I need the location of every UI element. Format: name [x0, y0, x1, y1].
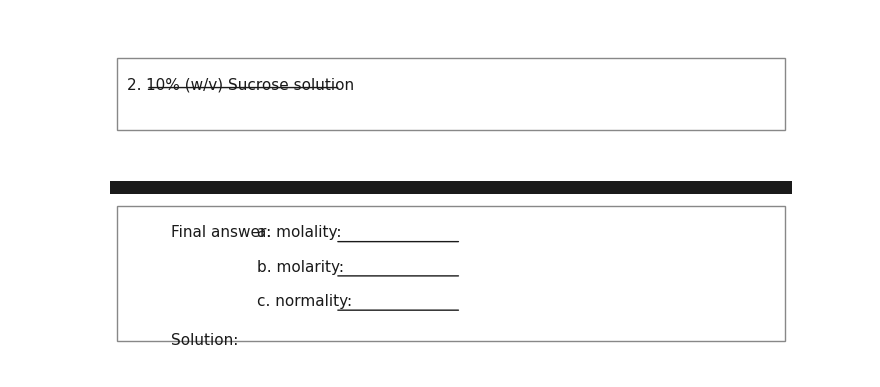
- Text: b. molarity:: b. molarity:: [257, 260, 343, 274]
- Text: Final answer:: Final answer:: [172, 225, 272, 240]
- Bar: [117, 58, 785, 130]
- Bar: [110, 180, 792, 194]
- Text: Solution:: Solution:: [172, 332, 238, 348]
- Text: c. normality:: c. normality:: [257, 294, 352, 309]
- Text: a. molality:: a. molality:: [257, 225, 341, 240]
- Text: 10% (w/v) Sucrose solution: 10% (w/v) Sucrose solution: [146, 78, 355, 93]
- Text: 2.: 2.: [127, 78, 146, 93]
- Bar: [117, 206, 785, 341]
